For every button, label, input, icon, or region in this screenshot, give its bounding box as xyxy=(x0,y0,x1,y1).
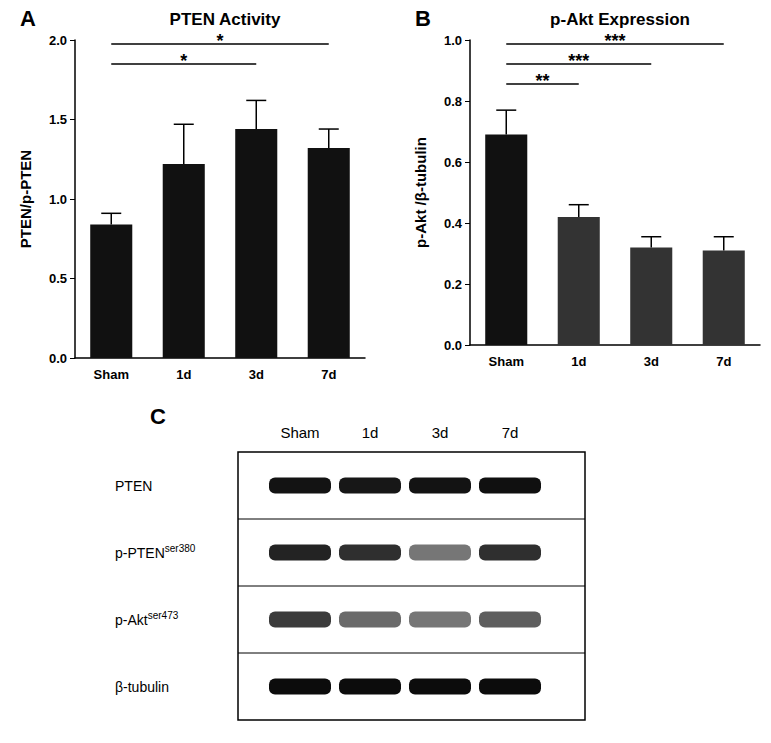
svg-text:1d: 1d xyxy=(362,424,379,441)
svg-text:Sham: Sham xyxy=(489,354,524,369)
svg-text:p-Akt /β-tubulin: p-Akt /β-tubulin xyxy=(412,137,429,248)
svg-text:p-Akt Expression: p-Akt Expression xyxy=(550,10,690,29)
svg-text:0.6: 0.6 xyxy=(444,155,462,170)
svg-text:PTEN/p-PTEN: PTEN/p-PTEN xyxy=(17,150,34,248)
svg-text:β-tubulin: β-tubulin xyxy=(115,679,169,695)
svg-text:***: *** xyxy=(604,31,625,51)
svg-text:1d: 1d xyxy=(571,354,586,369)
svg-text:3d: 3d xyxy=(249,367,264,382)
svg-text:0.4: 0.4 xyxy=(444,216,463,231)
svg-text:C: C xyxy=(150,404,166,429)
svg-text:p-PTENser380: p-PTENser380 xyxy=(115,543,196,561)
svg-text:*: * xyxy=(180,51,187,71)
svg-text:Sham: Sham xyxy=(94,367,129,382)
svg-text:p-Aktser473: p-Aktser473 xyxy=(115,610,179,628)
svg-text:***: *** xyxy=(568,51,589,71)
svg-text:7d: 7d xyxy=(716,354,731,369)
svg-text:3d: 3d xyxy=(644,354,659,369)
svg-text:0.8: 0.8 xyxy=(444,94,462,109)
svg-text:**: ** xyxy=(535,71,549,91)
svg-text:B: B xyxy=(415,6,431,31)
svg-text:0.5: 0.5 xyxy=(49,271,67,286)
svg-text:0.0: 0.0 xyxy=(49,351,67,366)
svg-text:Sham: Sham xyxy=(280,424,319,441)
svg-text:PTEN: PTEN xyxy=(115,478,152,494)
svg-text:7d: 7d xyxy=(321,367,336,382)
svg-text:1.0: 1.0 xyxy=(49,192,67,207)
svg-text:1d: 1d xyxy=(176,367,191,382)
svg-text:3d: 3d xyxy=(432,424,449,441)
svg-text:7d: 7d xyxy=(502,424,519,441)
svg-text:2.0: 2.0 xyxy=(49,33,67,48)
svg-text:1.0: 1.0 xyxy=(444,33,462,48)
svg-text:0.2: 0.2 xyxy=(444,277,462,292)
svg-text:1.5: 1.5 xyxy=(49,112,67,127)
svg-text:0.0: 0.0 xyxy=(444,338,462,353)
svg-text:PTEN Activity: PTEN Activity xyxy=(170,10,281,29)
svg-text:*: * xyxy=(216,31,223,51)
svg-text:A: A xyxy=(20,6,36,31)
